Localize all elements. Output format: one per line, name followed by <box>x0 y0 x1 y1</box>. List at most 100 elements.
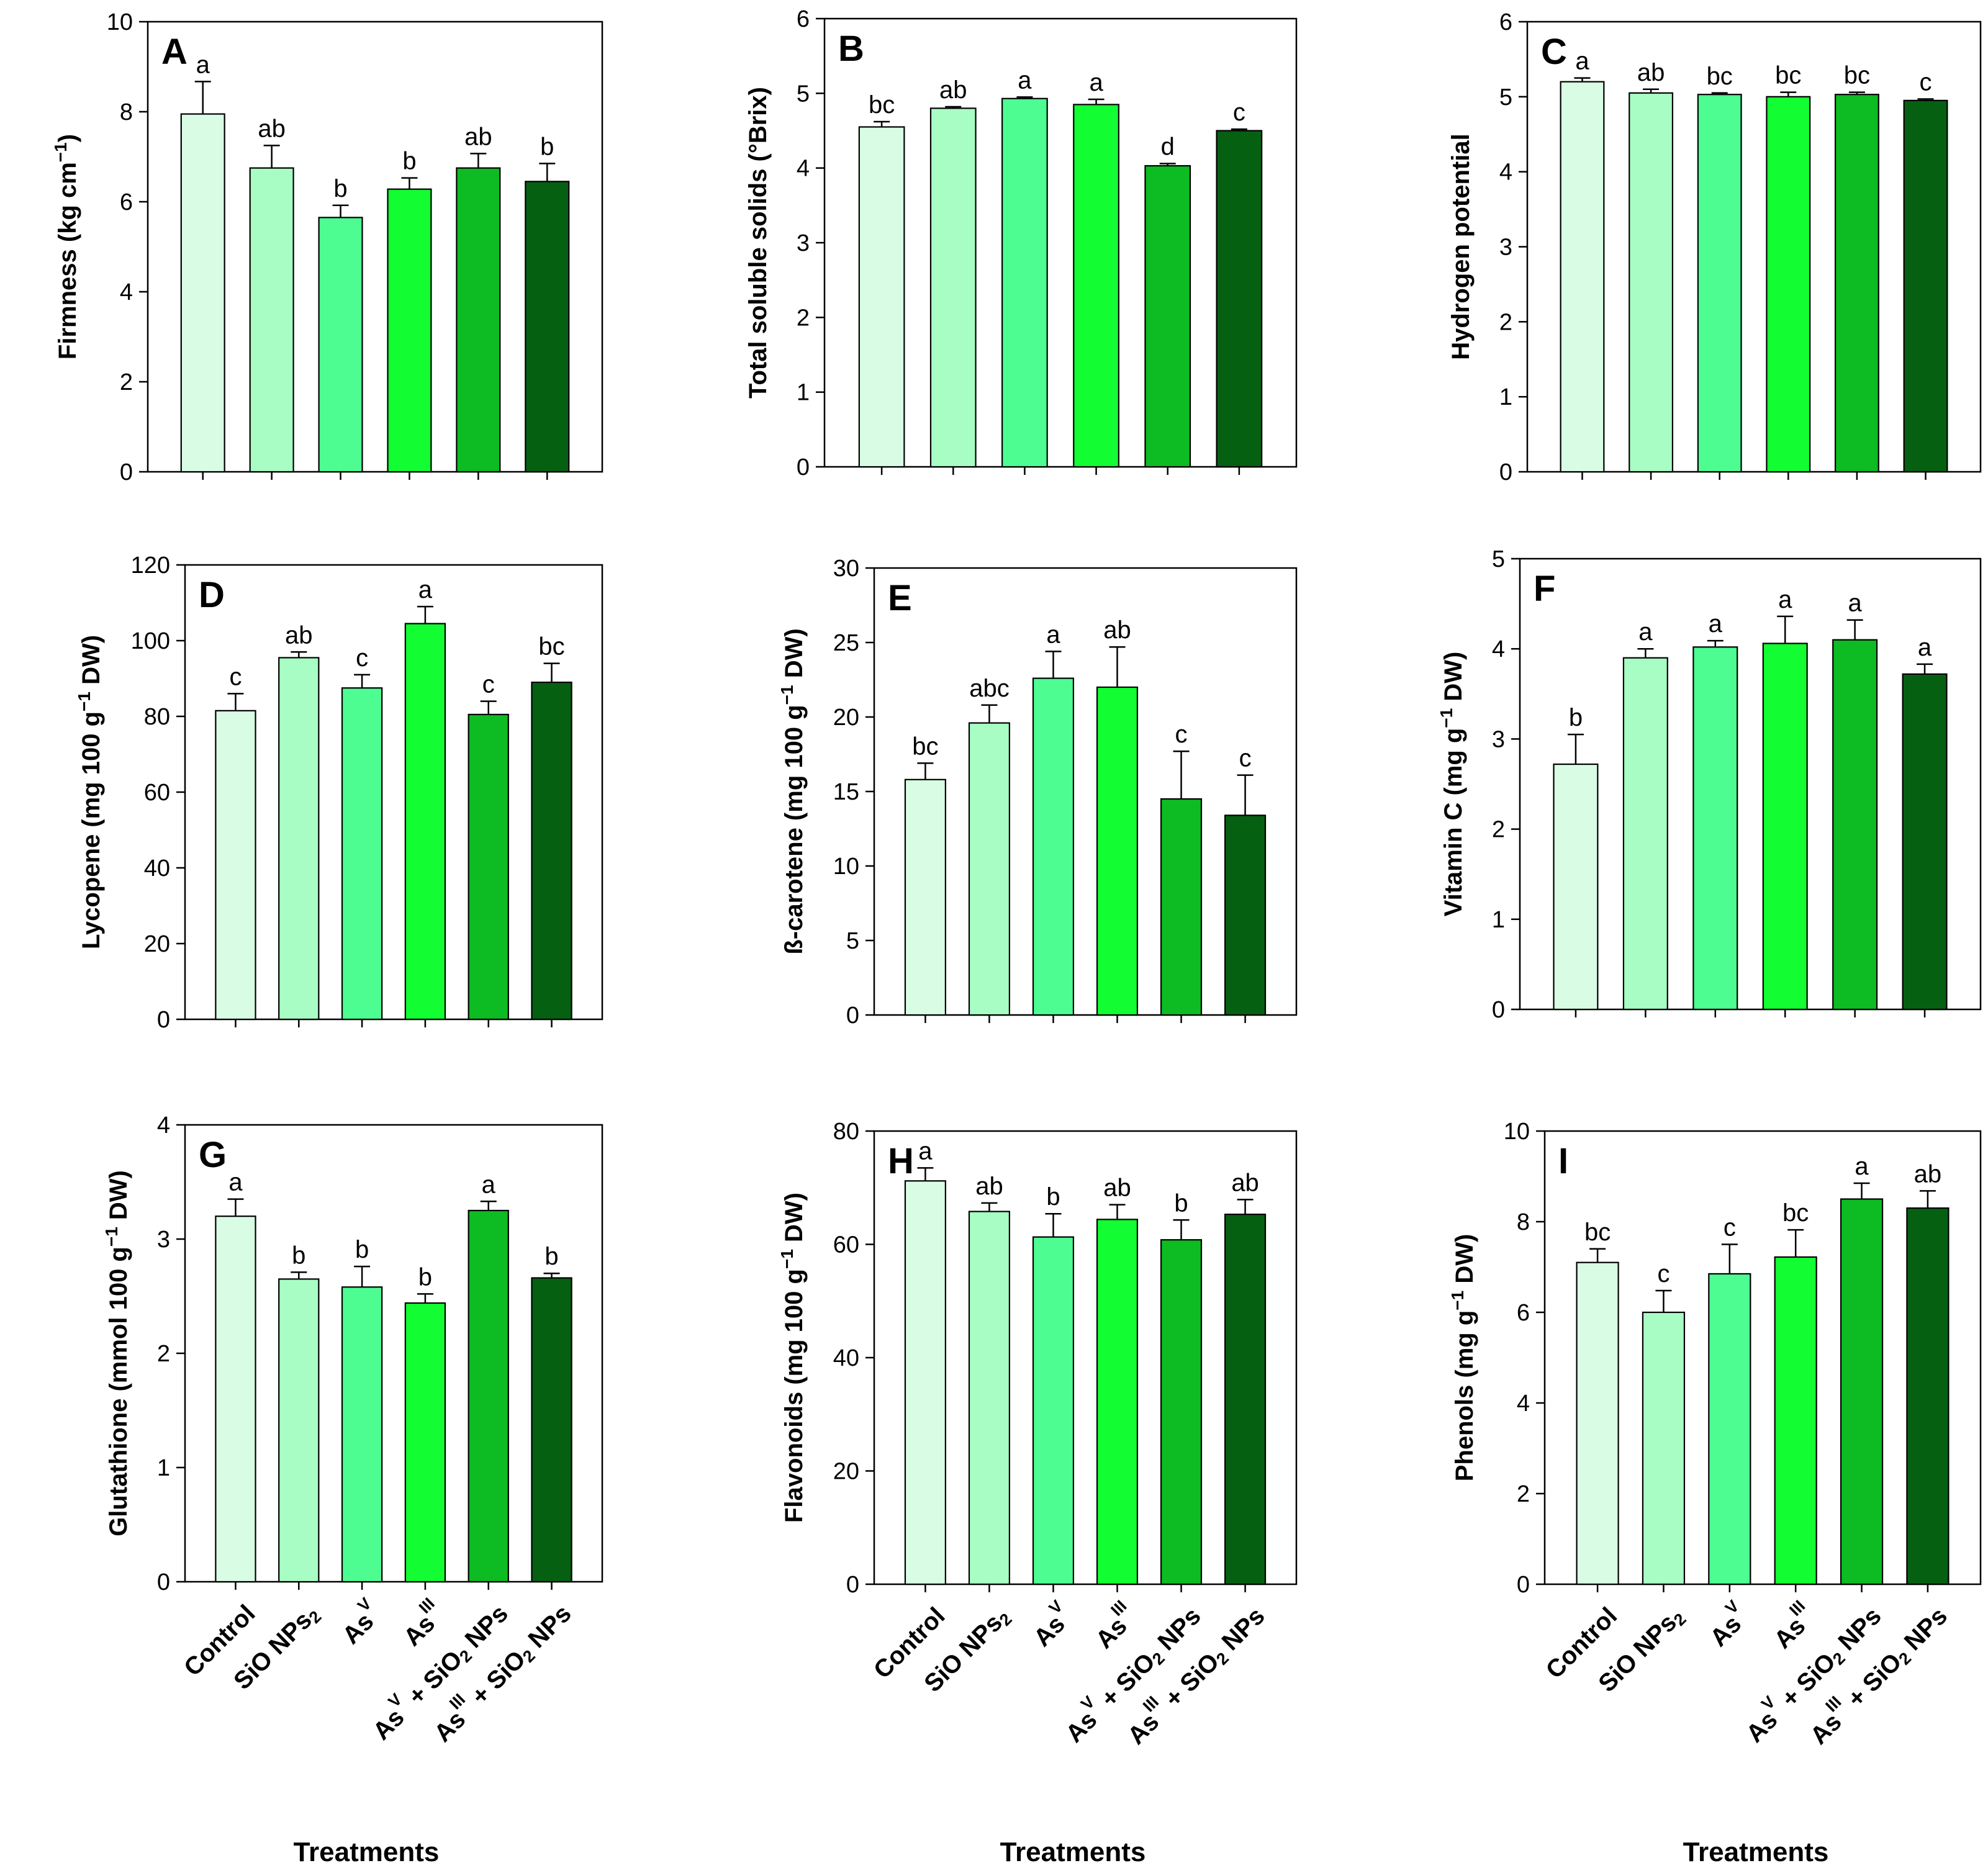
significance-letter: ab <box>1103 1175 1131 1202</box>
bar-G-5 <box>468 1209 509 1583</box>
significance-letter: b <box>355 1236 369 1263</box>
y-tick-label: 4 <box>1517 1391 1530 1417</box>
significance-letter: b <box>292 1242 305 1269</box>
significance-letter: b <box>540 133 554 160</box>
y-tick-label: 60 <box>144 780 170 806</box>
category-label: AsIII <box>393 1594 450 1651</box>
y-tick-label: 15 <box>833 779 859 805</box>
category-label: AsV <box>1699 1597 1755 1652</box>
bar-I-2 <box>1642 1311 1686 1585</box>
bar-C-4 <box>1766 96 1811 473</box>
y-tick-label: 6 <box>120 189 133 215</box>
category-label: AsV <box>1023 1597 1078 1652</box>
y-tick-label: 100 <box>131 628 170 654</box>
y-tick-label: 0 <box>120 459 133 485</box>
bar-I-4 <box>1774 1256 1817 1585</box>
bar-I-3 <box>1708 1273 1751 1585</box>
bar-A-2 <box>249 167 294 473</box>
panel-G: 0 1 2 3 4 Glutathione (mmol 100 g−1 DW) Ga b b b a… <box>102 1112 603 1867</box>
significance-letter: bc <box>1584 1219 1611 1246</box>
significance-letter: b <box>1174 1189 1188 1217</box>
significance-letter: a <box>1709 610 1723 638</box>
bar-E-3 <box>1032 677 1075 1016</box>
significance-letter: a <box>918 1137 933 1165</box>
y-axis-label: Phenols (mg g−1 DW) <box>1448 1234 1479 1482</box>
bar-H-3 <box>1032 1236 1075 1585</box>
significance-letter: bc <box>538 633 564 661</box>
bar-A-4 <box>387 188 432 473</box>
panel-A: 0 2 4 6 8 10 Firmness (kg cm−1) A a ab b b ab b <box>51 9 603 485</box>
significance-letter: ab <box>258 115 286 142</box>
significance-letter: c <box>229 663 242 690</box>
y-axis-label: Lycopene (mg 100 g−1 DW) <box>75 635 106 949</box>
bar-D-1 <box>215 710 256 1021</box>
y-tick-label: 4 <box>157 1112 170 1139</box>
panel-D: 0 20 40 60 80 100 120 Lycopene (mg 100 g−1 DW) D… <box>75 552 603 1033</box>
plot-frame <box>1519 557 1982 1011</box>
y-tick-label: 3 <box>797 230 810 256</box>
bar-H-6 <box>1224 1214 1267 1585</box>
bar-G-6 <box>531 1277 572 1583</box>
bar-E-5 <box>1160 798 1203 1016</box>
panel-B: 0 1 2 3 4 5 6 Total soluble solids (°Brix) Bbc ab… <box>744 6 1298 480</box>
y-tick-label: 0 <box>846 1003 859 1029</box>
significance-letter: a <box>1046 621 1060 648</box>
y-axis-label: ß-carotene (mg 100 g−1 DW) <box>777 628 808 954</box>
significance-letter: ab <box>1637 59 1665 86</box>
y-tick-label: 5 <box>797 81 810 107</box>
significance-letter: c <box>482 671 495 698</box>
bar-B-5 <box>1144 165 1191 468</box>
bar-G-3 <box>341 1286 383 1583</box>
panel-letter: I <box>1558 1141 1568 1181</box>
y-tick-label: 2 <box>157 1341 170 1367</box>
panel-letter: C <box>1541 32 1567 72</box>
bar-F-5 <box>1832 639 1878 1011</box>
y-tick-label: 0 <box>1517 1572 1530 1598</box>
y-tick-label: 80 <box>833 1119 859 1145</box>
significance-letter: a <box>1848 590 1863 617</box>
significance-letter: c <box>1657 1260 1669 1287</box>
bar-H-5 <box>1160 1239 1203 1585</box>
y-tick-label: 0 <box>1499 459 1512 485</box>
y-tick-label: 5 <box>1492 546 1505 572</box>
bar-F-6 <box>1902 673 1948 1011</box>
y-tick-label: 20 <box>833 1459 859 1485</box>
y-tick-label: 0 <box>846 1572 859 1598</box>
bar-A-3 <box>318 217 363 473</box>
panel-C: 0 1 2 3 4 5 6 Hydrogen potential C a ab bc bc bc c <box>1447 9 1982 485</box>
panel-letter: A <box>161 32 188 72</box>
y-tick-label: 2 <box>120 369 133 395</box>
panel-F: 0 1 2 3 4 5 Vitamin C (mg g−1 DW) Fb a a a a a <box>1437 546 1982 1023</box>
y-tick-label: 20 <box>144 931 170 957</box>
y-tick-label: 10 <box>1504 1119 1530 1145</box>
significance-letter: c <box>1920 68 1932 96</box>
bar-B-3 <box>1001 97 1048 468</box>
bar-D-6 <box>531 681 572 1021</box>
y-axis-label: Vitamin C (mg g−1 DW) <box>1437 652 1468 917</box>
significance-letter: bc <box>1707 63 1733 90</box>
bar-H-2 <box>968 1211 1011 1585</box>
y-tick-label: 3 <box>157 1227 170 1253</box>
y-tick-label: 4 <box>1499 160 1512 186</box>
bar-D-5 <box>468 713 509 1021</box>
bar-B-1 <box>858 126 905 468</box>
significance-letter: a <box>1855 1153 1869 1180</box>
significance-letter: a <box>1778 586 1792 613</box>
bar-F-4 <box>1762 643 1808 1011</box>
bar-I-6 <box>1906 1207 1950 1585</box>
x-axis-title: Treatments <box>1683 1837 1829 1867</box>
panel-letter: B <box>838 29 864 69</box>
y-tick-label: 2 <box>797 305 810 331</box>
bar-D-3 <box>341 687 383 1021</box>
y-tick-label: 0 <box>157 1007 170 1033</box>
category-label: AsIII <box>1763 1597 1820 1654</box>
y-tick-label: 2 <box>1517 1481 1530 1507</box>
y-tick-label: 60 <box>833 1232 859 1258</box>
bar-E-1 <box>904 778 946 1016</box>
y-tick-label: 2 <box>1499 309 1512 335</box>
bar-E-2 <box>968 722 1011 1016</box>
y-tick-label: 6 <box>1499 9 1512 35</box>
bar-C-5 <box>1834 94 1879 473</box>
